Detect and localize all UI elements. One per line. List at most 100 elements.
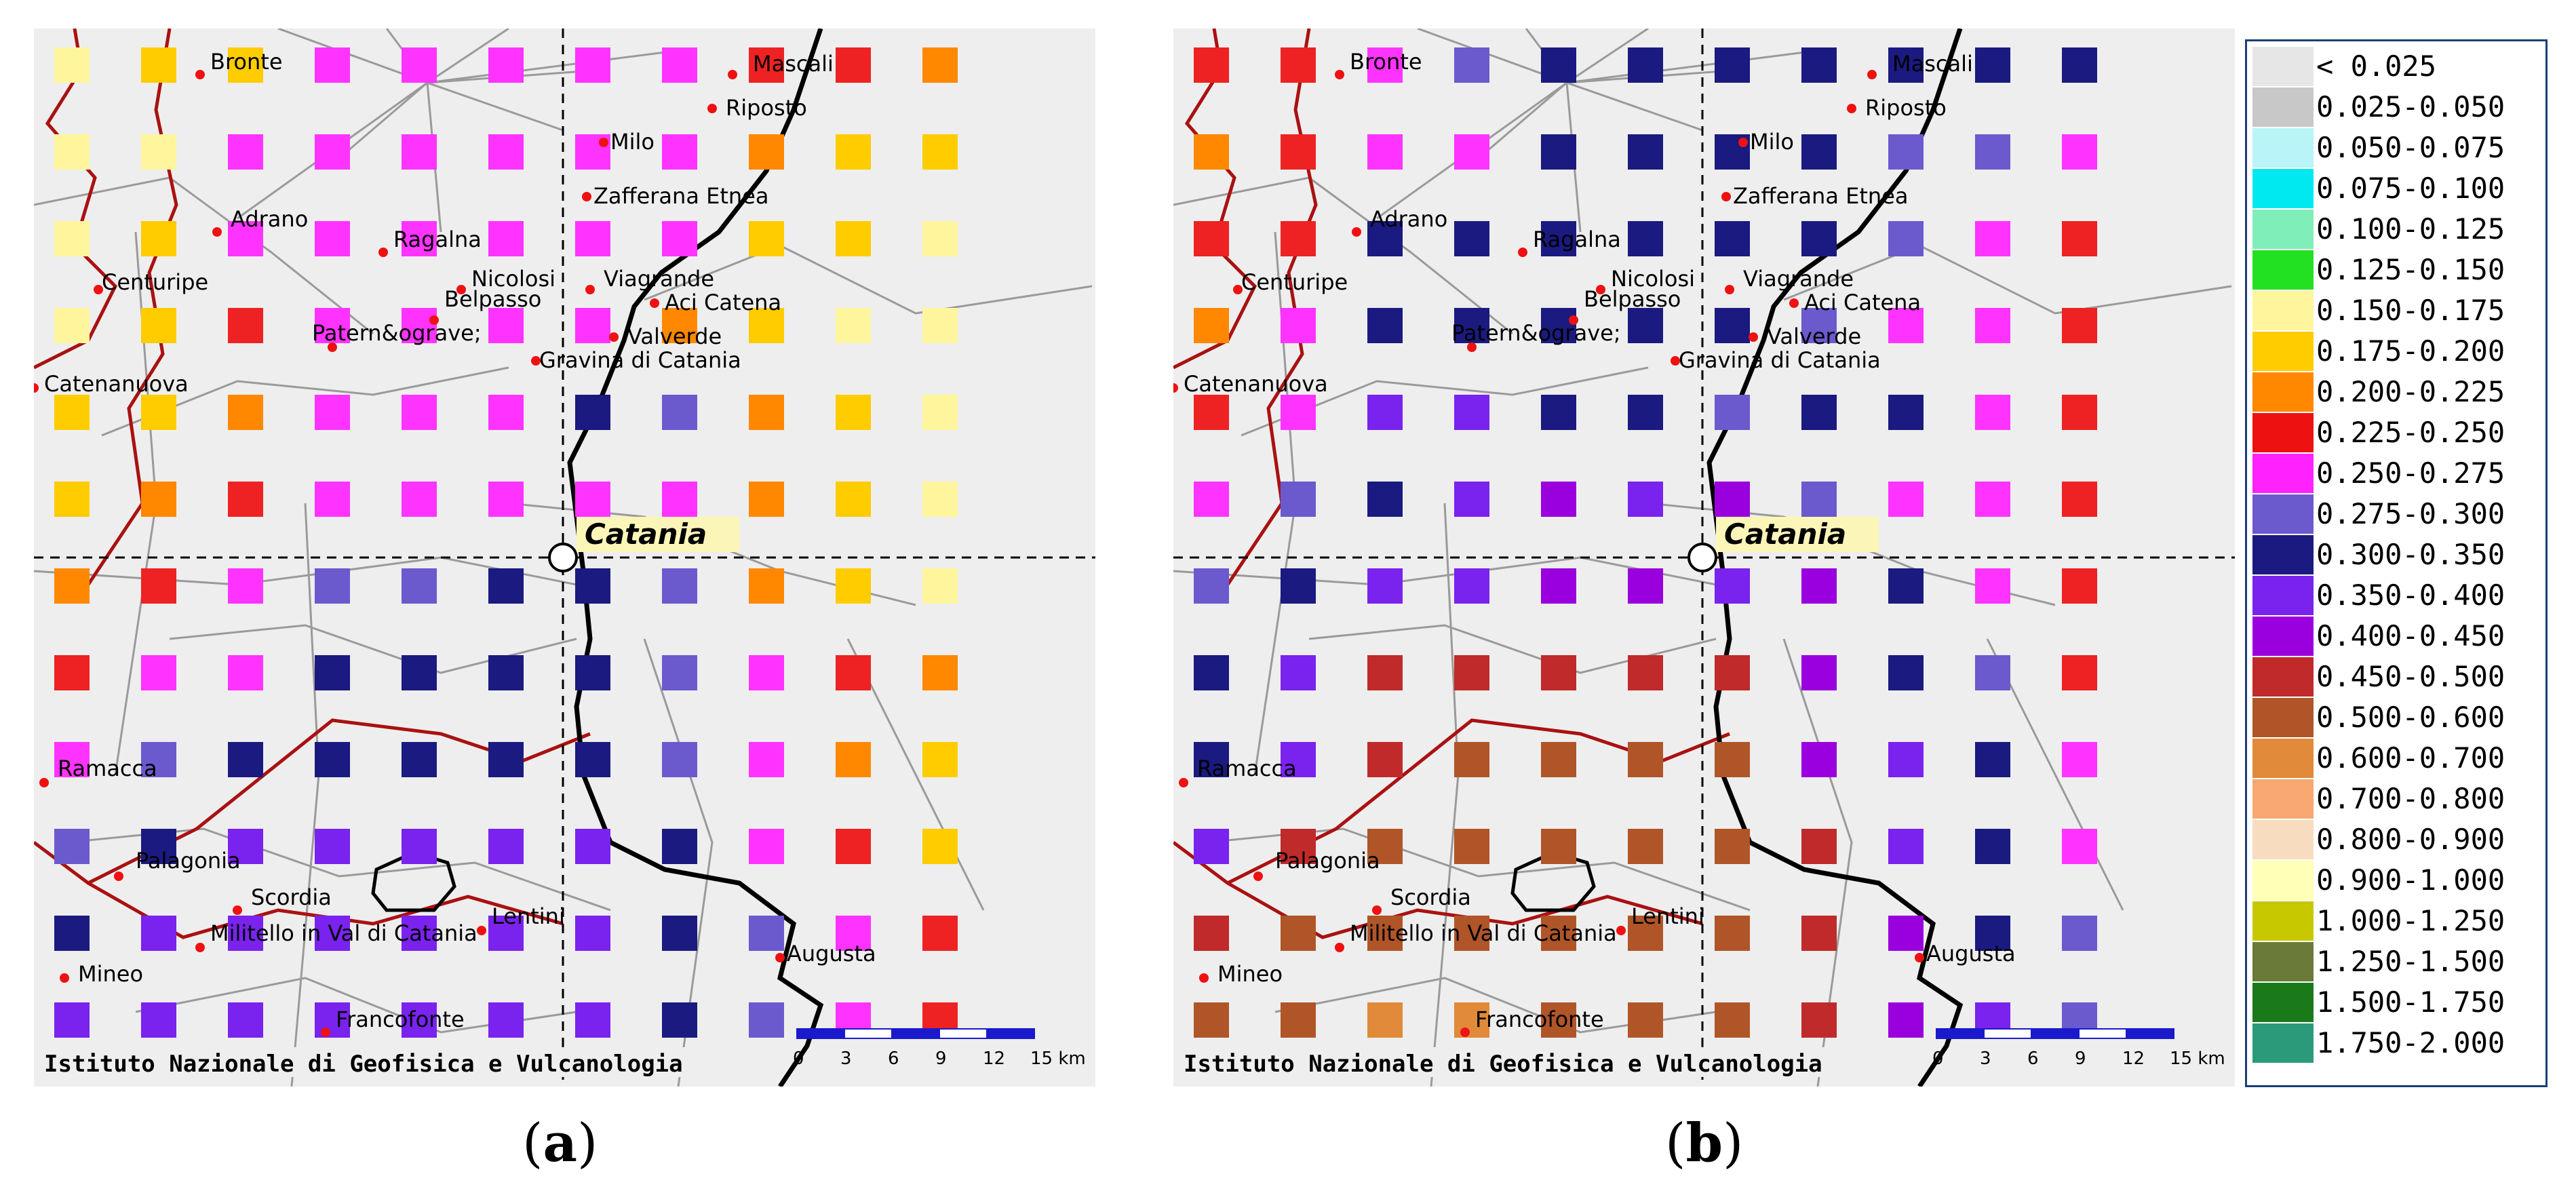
- data-square: [1454, 134, 1489, 170]
- data-square: [54, 568, 90, 604]
- town-label: Ramacca: [1197, 756, 1297, 781]
- town-label: Militello in Val di Catania: [1350, 920, 1617, 946]
- data-square: [1801, 308, 1837, 343]
- legend-rows: < 0.025 0.025-0.050 0.050-0.075 0.075-0.100…: [2252, 47, 2540, 1063]
- town-label: Milo: [1750, 129, 1794, 155]
- town-label: Adrano: [231, 206, 308, 232]
- data-square: [2062, 395, 2097, 430]
- legend-item: 0.050-0.075: [2252, 128, 2540, 168]
- road-line: [427, 47, 692, 84]
- data-square: [1194, 829, 1229, 864]
- label-letter: b: [1685, 1112, 1723, 1174]
- data-square: [1715, 829, 1750, 864]
- town-dot: [1725, 285, 1734, 294]
- scale-bar-segment: [2126, 1028, 2174, 1039]
- town-label: Aci Catena: [665, 290, 781, 315]
- data-square: [1281, 221, 1316, 256]
- data-square: [836, 655, 871, 690]
- data-square: [315, 829, 350, 864]
- data-square: [1801, 916, 1837, 951]
- town-label: Scordia: [251, 884, 332, 910]
- data-square: [315, 568, 350, 604]
- data-square: [1888, 829, 1924, 864]
- data-square: [749, 47, 784, 83]
- data-square: [402, 1002, 437, 1038]
- legend-item: 1.000-1.250: [2252, 901, 2540, 941]
- province-border: [87, 718, 591, 885]
- data-square: [315, 47, 350, 83]
- data-square: [1281, 395, 1316, 430]
- town-dot: [531, 356, 541, 366]
- data-square: [749, 1002, 784, 1038]
- data-square: [1975, 742, 2010, 777]
- data-square: [1454, 916, 1489, 951]
- legend-item: 1.500-1.750: [2252, 983, 2540, 1022]
- legend-swatch: [2252, 372, 2314, 412]
- label-open-paren: (: [1665, 1113, 1686, 1174]
- data-square: [141, 221, 176, 256]
- town-dot: [1867, 70, 1877, 79]
- data-square: [402, 482, 437, 517]
- map-panel-b: Bronte Mascali Riposto Milo Zafferana Etnea A…: [1173, 28, 2235, 1087]
- data-square: [1194, 134, 1229, 170]
- data-square: [488, 134, 524, 170]
- data-square: [141, 134, 176, 170]
- data-square: [575, 47, 610, 83]
- data-square: [315, 916, 350, 951]
- town-label: Valverde: [1767, 324, 1861, 349]
- legend-item: 0.225-0.250: [2252, 413, 2540, 452]
- town-label: Francofonte: [1475, 1006, 1604, 1032]
- town-dot: [1233, 285, 1243, 294]
- data-square: [402, 655, 437, 690]
- town-label: Catenanuova: [44, 371, 189, 397]
- road-line: [1173, 176, 1513, 335]
- data-square: [1975, 47, 2010, 83]
- data-square: [54, 916, 90, 951]
- data-square: [141, 308, 176, 343]
- data-square: [1888, 655, 1924, 690]
- data-square: [315, 742, 350, 777]
- data-square: [1715, 568, 1750, 604]
- town-dot: [1335, 943, 1344, 952]
- scale-bar-segment: [939, 1028, 988, 1039]
- data-square: [402, 308, 437, 343]
- town-dot: [328, 343, 337, 352]
- legend-label: 1.000-1.250: [2316, 904, 2505, 937]
- town-label: Centuripe: [102, 269, 208, 295]
- legend-swatch: [2252, 494, 2314, 534]
- data-square: [228, 655, 263, 690]
- town-dot: [378, 248, 388, 257]
- legend-label: 0.400-0.450: [2316, 619, 2505, 652]
- town-label: Milo: [610, 129, 655, 155]
- data-square: [1194, 568, 1229, 604]
- legend-swatch: [2252, 617, 2314, 656]
- data-square: [1715, 742, 1750, 777]
- data-square: [1281, 655, 1316, 690]
- data-square: [315, 1002, 350, 1038]
- road-line: [1566, 28, 1649, 84]
- legend-label: 0.350-0.400: [2316, 579, 2505, 612]
- legend-swatch: [2252, 657, 2314, 697]
- legend-swatch: [2252, 128, 2314, 168]
- town-label: Viagrande: [1743, 266, 1854, 292]
- data-square: [54, 134, 90, 170]
- city-label: Catania: [1724, 517, 1846, 551]
- data-square: [575, 829, 610, 864]
- data-square: [662, 482, 697, 517]
- data-square: [1975, 829, 2010, 864]
- data-square: [1801, 482, 1837, 517]
- data-square: [922, 482, 958, 517]
- data-square: [1715, 308, 1750, 343]
- town-label: Palagonia: [136, 848, 241, 874]
- catania-marker: [548, 543, 578, 572]
- data-square: [1801, 568, 1837, 604]
- town-label: Gravina di Catania: [539, 347, 741, 373]
- data-square: [1541, 134, 1576, 170]
- data-square: [1975, 395, 2010, 430]
- data-square: [141, 655, 176, 690]
- data-square: [1454, 308, 1489, 343]
- legend-item: 0.800-0.900: [2252, 820, 2540, 859]
- data-square: [1801, 829, 1837, 864]
- scale-tick-label: 9: [935, 1049, 947, 1069]
- town-label: Lentini: [492, 903, 565, 929]
